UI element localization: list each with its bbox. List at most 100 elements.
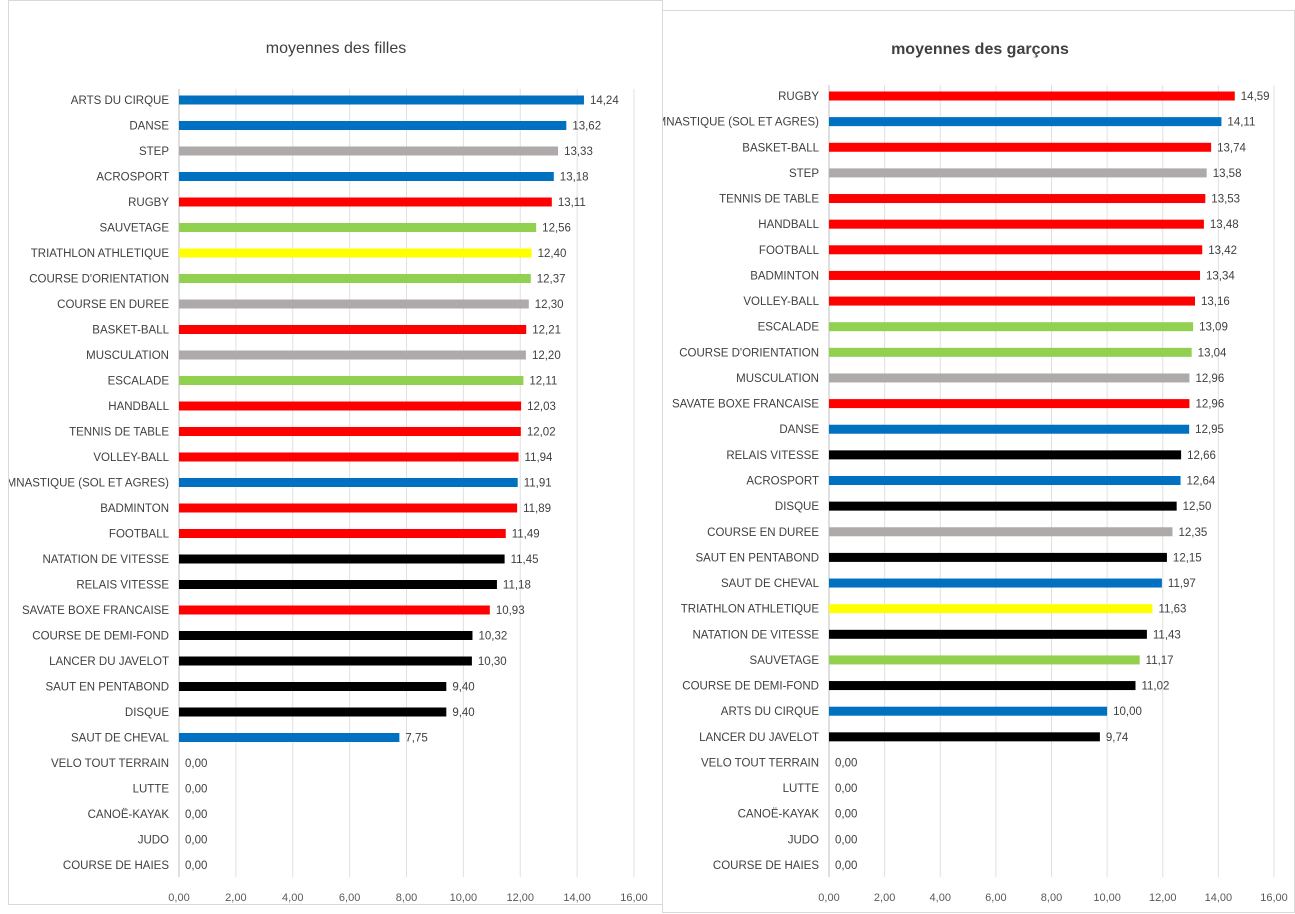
category-label: MUSCULATION: [736, 373, 819, 385]
x-tick-label: 2,00: [225, 892, 246, 904]
x-tick-label: 10,00: [1093, 892, 1121, 904]
category-label: COURSE EN DUREE: [707, 527, 819, 539]
category-label: COURSE DE HAIES: [63, 860, 169, 872]
data-label: 12,96: [1195, 399, 1224, 411]
data-label: 11,94: [525, 452, 554, 464]
category-label: BASKET-BALL: [92, 325, 169, 337]
bar: [829, 91, 1235, 101]
data-label: 11,17: [1146, 655, 1174, 667]
bar: [179, 427, 521, 436]
data-label: 12,66: [1187, 450, 1216, 462]
category-label: TRIATHLON ATHLETIQUE: [31, 248, 170, 260]
bar: [829, 501, 1177, 511]
x-tick-label: 4,00: [282, 892, 303, 904]
category-label: DISQUE: [125, 707, 169, 719]
x-tick-label: 16,00: [620, 892, 648, 904]
category-label: DANSE: [129, 121, 169, 133]
category-label: ACROSPORT: [746, 476, 819, 488]
x-tick-label: 6,00: [339, 892, 360, 904]
x-tick-label: 8,00: [396, 892, 417, 904]
category-label: SAVATE BOXE FRANCAISE: [672, 399, 819, 411]
category-label: COURSE D'ORIENTATION: [679, 347, 819, 359]
category-label: CANOË-KAYAK: [738, 809, 820, 821]
data-label: 12,37: [537, 274, 566, 286]
bar: [179, 656, 472, 666]
category-label: ESCALADE: [758, 322, 820, 334]
data-label: 9,40: [452, 682, 474, 694]
data-label: 13,42: [1208, 245, 1237, 257]
bar: [179, 248, 532, 258]
bar: [179, 274, 531, 283]
data-label: 10,93: [496, 605, 525, 617]
category-label: SAUVETAGE: [750, 655, 820, 667]
category-label: LANCER DU JAVELOT: [49, 656, 169, 668]
category-label: SAUT DE CHEVAL: [721, 578, 820, 590]
bar: [829, 527, 1173, 537]
bar: [829, 373, 1190, 383]
bar: [829, 578, 1162, 588]
x-tick-label: 0,00: [168, 892, 189, 904]
bar: [829, 117, 1222, 127]
bar: [179, 121, 567, 130]
category-label: NATATION DE VITESSE: [692, 629, 819, 641]
data-label: 12,11: [529, 376, 557, 388]
data-label: 13,53: [1211, 194, 1240, 206]
bar: [179, 325, 527, 334]
data-label: 11,89: [523, 503, 551, 515]
data-label: 0,00: [185, 809, 207, 821]
bar: [179, 197, 552, 207]
category-label: COURSE DE DEMI-FOND: [682, 681, 819, 693]
category-label: LUTTE: [133, 784, 170, 796]
data-label: 11,18: [503, 580, 531, 592]
data-label: 11,49: [512, 529, 540, 541]
category-label: HANDBALL: [758, 219, 819, 231]
category-label: TENNIS DE TABLE: [719, 194, 819, 206]
data-label: 0,00: [835, 783, 857, 795]
category-label: RUGBY: [778, 91, 819, 103]
data-label: 13,33: [564, 146, 593, 158]
data-label: 12,03: [527, 401, 556, 413]
bar: [829, 245, 1203, 255]
data-label: 13,62: [572, 121, 601, 133]
bar: [179, 503, 518, 513]
x-tick-label: 4,00: [930, 892, 951, 904]
data-label: 11,43: [1153, 629, 1181, 641]
category-label: STEP: [789, 168, 819, 180]
bar: [179, 580, 497, 589]
bar: [829, 604, 1153, 614]
bar: [179, 478, 518, 487]
data-label: 13,48: [1210, 219, 1239, 231]
category-label: SAVATE BOXE FRANCAISE: [22, 605, 169, 617]
data-label: 10,30: [478, 656, 507, 668]
category-label: GYMNASTIQUE (SOL ET AGRES): [663, 117, 819, 129]
bar: [829, 732, 1100, 742]
bar: [179, 350, 526, 360]
chart-title: moyennes des filles: [266, 40, 407, 57]
data-label: 14,24: [590, 95, 619, 107]
data-label: 12,02: [527, 427, 556, 439]
chart-boys: moyennes des garçons 0,00 2,00 4,00 6,00 8,0…: [663, 41, 1288, 904]
data-label: 13,11: [558, 197, 586, 209]
data-label: 12,35: [1178, 527, 1207, 539]
bar: [829, 322, 1194, 332]
chart-panel-boys: moyennes des garçons 0,00 2,00 4,00 6,00 8,0…: [662, 10, 1295, 913]
data-label: 13,16: [1201, 296, 1230, 308]
category-label: STEP: [139, 146, 169, 158]
category-label: ARTS DU CIRQUE: [721, 706, 820, 718]
category-label: TENNIS DE TABLE: [69, 427, 169, 439]
bar: [829, 142, 1212, 152]
data-label: 12,95: [1195, 424, 1224, 436]
bar: [829, 655, 1140, 665]
data-label: 9,74: [1106, 732, 1129, 744]
category-label: VOLLEY-BALL: [743, 296, 819, 308]
category-label: SAUT EN PENTABOND: [695, 552, 819, 564]
bar: [179, 299, 529, 309]
data-label: 11,45: [511, 554, 539, 566]
data-label: 0,00: [835, 757, 857, 769]
category-label: ESCALADE: [108, 376, 170, 388]
chart-title: moyennes des garçons: [891, 41, 1069, 58]
data-label: 12,40: [538, 248, 567, 260]
bar: [179, 733, 400, 742]
bar: [829, 706, 1108, 716]
bar: [829, 219, 1204, 229]
